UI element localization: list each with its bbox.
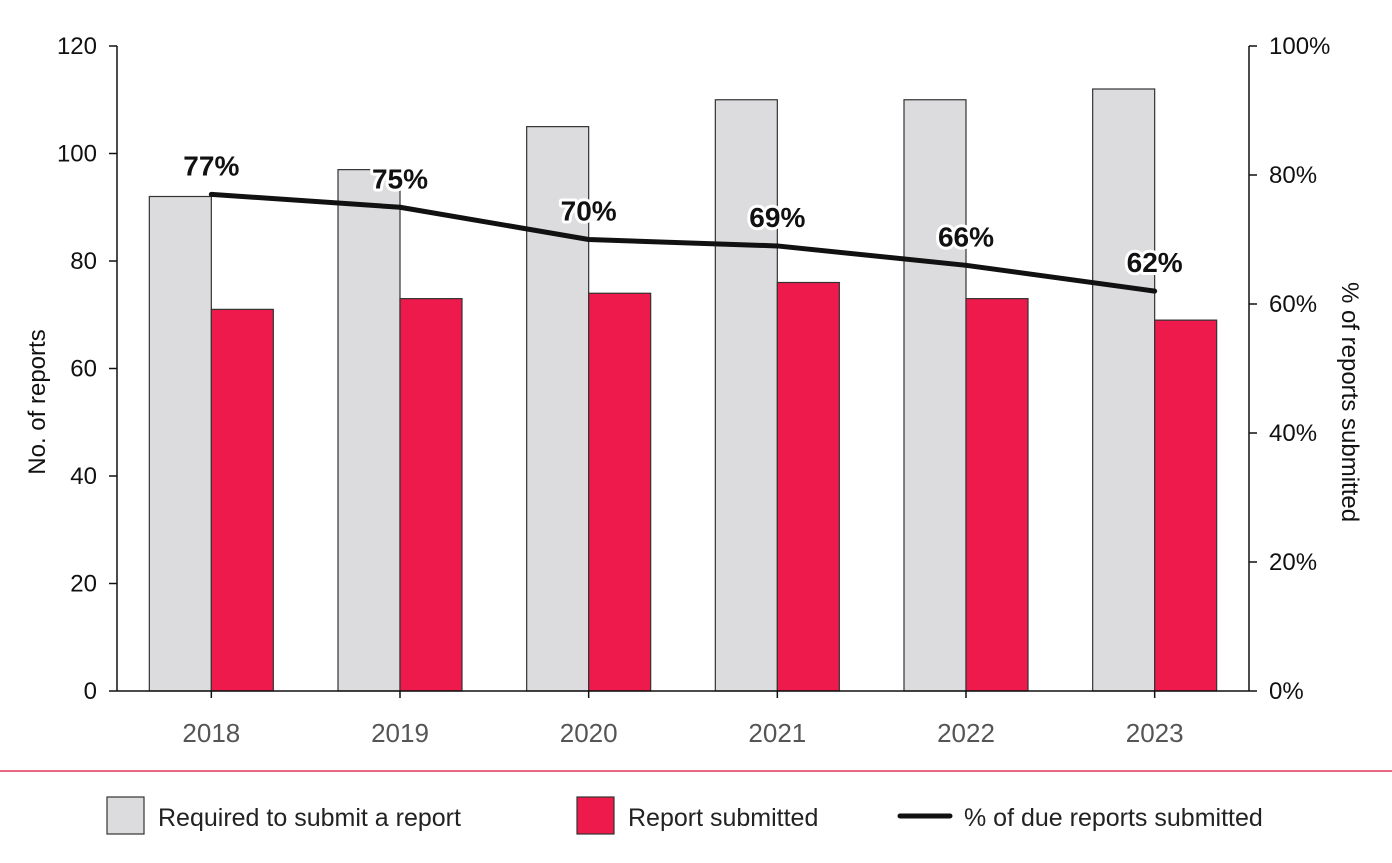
percent-line xyxy=(208,191,1158,294)
percent-data-label: 70% xyxy=(561,196,617,227)
left-axis-title: No. of reports xyxy=(24,329,51,474)
percent-data-label: 62% xyxy=(1127,247,1183,278)
percent-data-label: 66% xyxy=(938,221,994,252)
bars-layer xyxy=(148,88,1218,692)
legend: Required to submit a report Report submi… xyxy=(106,796,1263,835)
bar-required-2022 xyxy=(903,99,967,692)
legend-item-submitted: Report submitted xyxy=(576,796,818,835)
x-tick-label: 2023 xyxy=(1126,718,1184,748)
right-tick-label: 80% xyxy=(1269,162,1317,189)
legend-swatch-required xyxy=(106,796,145,835)
right-tick-label: 40% xyxy=(1269,420,1317,447)
bar-submitted-2023 xyxy=(1154,319,1218,692)
percent-data-label: 77% xyxy=(183,150,239,181)
legend-label-required: Required to submit a report xyxy=(158,804,461,832)
bar-required-2021 xyxy=(714,99,778,692)
left-tick-label: 120 xyxy=(57,33,97,60)
right-tick-label: 0% xyxy=(1269,678,1304,705)
left-tick-label: 60 xyxy=(70,356,97,383)
left-tick-label: 40 xyxy=(70,463,97,490)
right-tick-label: 60% xyxy=(1269,291,1317,318)
x-tick-label: 2021 xyxy=(748,718,806,748)
bar-submitted-2021 xyxy=(776,281,840,692)
percent-data-label: 69% xyxy=(749,202,805,233)
left-tick-label: 0 xyxy=(84,678,97,705)
legend-label-percent: % of due reports submitted xyxy=(964,804,1263,832)
bar-required-2019 xyxy=(337,169,401,692)
bar-submitted-2019 xyxy=(399,298,463,692)
x-tick-label: 2019 xyxy=(371,718,429,748)
left-tick-label: 80 xyxy=(70,248,97,275)
right-tick-label: 20% xyxy=(1269,549,1317,576)
legend-label-submitted: Report submitted xyxy=(628,804,818,832)
legend-item-required: Required to submit a report xyxy=(106,796,461,835)
legend-swatch-submitted xyxy=(576,796,615,835)
bar-submitted-2018 xyxy=(210,308,274,692)
right-axis-title: % of reports submitted xyxy=(1336,282,1363,522)
axes-layer: 0 20 40 60 80 100 120 0% 20% 40% 60% 80% 100% 2018 201… xyxy=(57,33,1330,748)
line-layer xyxy=(208,191,1158,294)
x-tick-label: 2022 xyxy=(937,718,995,748)
x-tick-label: 2018 xyxy=(182,718,240,748)
bar-required-2020 xyxy=(526,126,590,692)
bar-submitted-2020 xyxy=(588,292,652,692)
legend-item-percent: % of due reports submitted xyxy=(897,804,1263,832)
bar-required-2023 xyxy=(1092,88,1156,692)
left-tick-label: 20 xyxy=(70,571,97,598)
x-tick-label: 2020 xyxy=(560,718,618,748)
right-tick-label: 100% xyxy=(1269,33,1330,60)
bar-submitted-2022 xyxy=(965,298,1029,692)
data-labels-layer: 77% 75% 70% 69% 66% 62% xyxy=(180,147,1185,281)
percent-data-label: 75% xyxy=(372,163,428,194)
left-tick-label: 100 xyxy=(57,141,97,168)
bar-required-2018 xyxy=(148,195,212,692)
